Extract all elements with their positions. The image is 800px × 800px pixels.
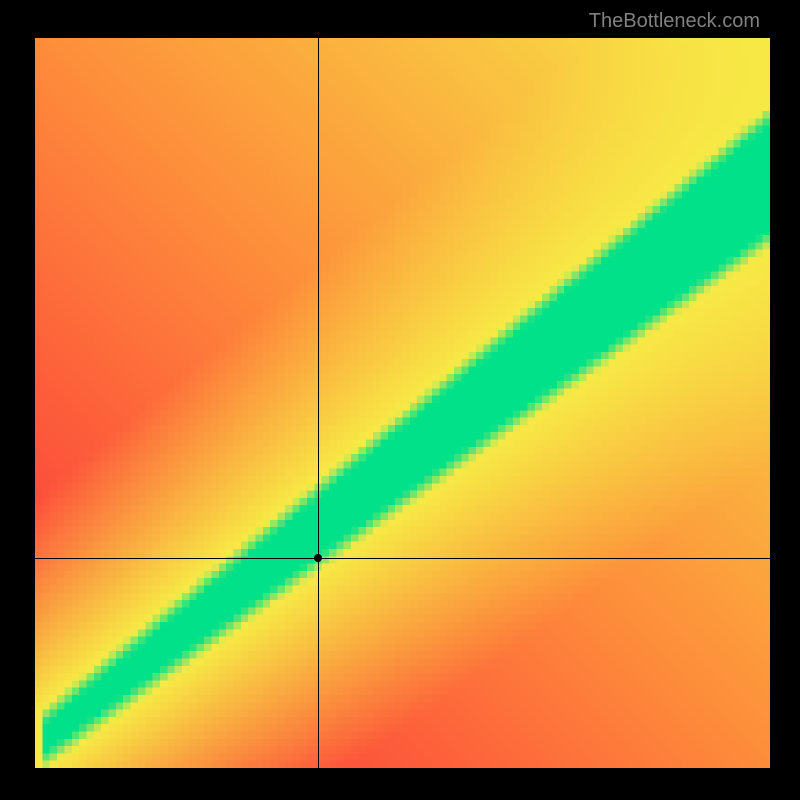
crosshair-marker xyxy=(314,554,322,562)
heatmap-canvas xyxy=(35,38,770,768)
crosshair-horizontal xyxy=(35,558,770,559)
crosshair-vertical xyxy=(318,38,319,768)
watermark-text: TheBottleneck.com xyxy=(589,10,760,33)
plot-area xyxy=(35,38,770,768)
plot-container xyxy=(0,0,800,800)
